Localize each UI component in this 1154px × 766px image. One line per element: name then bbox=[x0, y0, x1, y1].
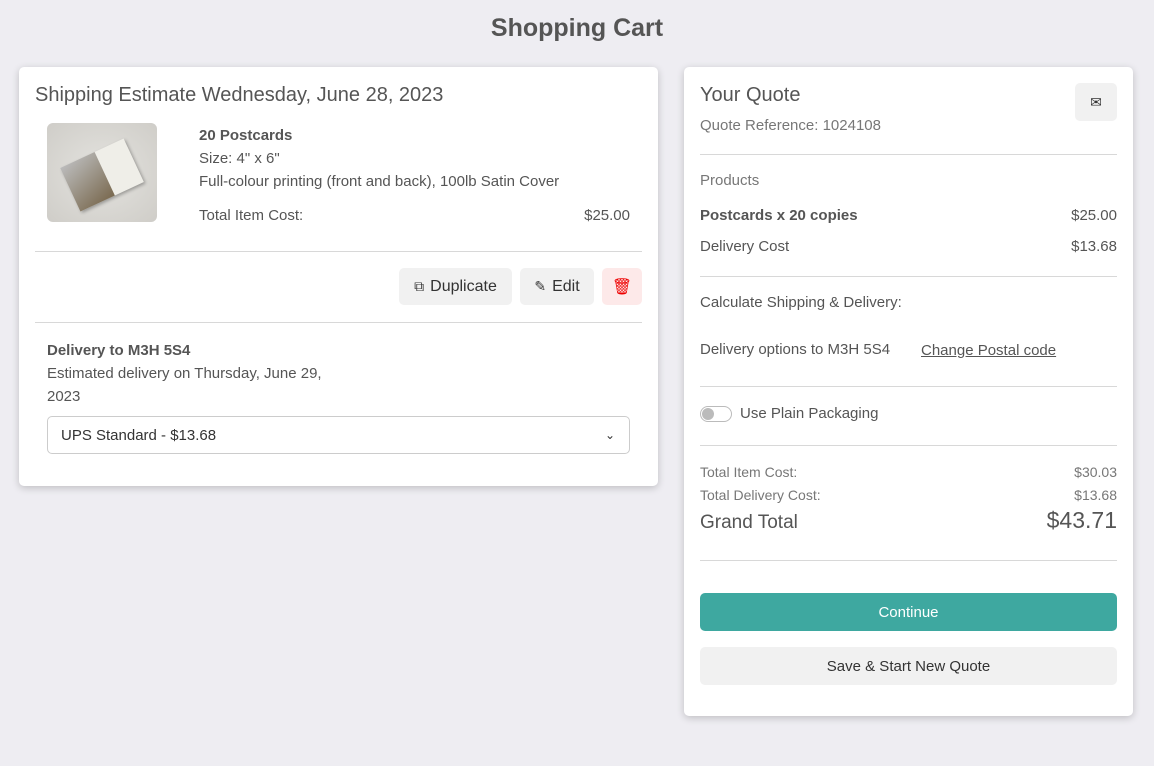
change-postal-code-link[interactable]: Change Postal code bbox=[921, 342, 1057, 359]
delete-button[interactable]: 🗑 bbox=[602, 268, 642, 305]
duplicate-icon: ⧉ bbox=[414, 278, 425, 294]
quote-card: Your Quote Quote Reference: 1024108 ✉ Pr… bbox=[684, 67, 1133, 716]
products-label: Products bbox=[700, 172, 760, 189]
total-item-label: Total Item Cost: bbox=[700, 464, 798, 480]
shipping-option-select[interactable]: UPS Standard - $13.68 ⌄ bbox=[47, 416, 630, 454]
save-new-quote-button[interactable]: Save & Start New Quote bbox=[700, 647, 1117, 685]
delivery-estimate: Estimated delivery on Thursday, June 29,… bbox=[47, 365, 322, 405]
product-details: Full-colour printing (front and back), 1… bbox=[199, 173, 560, 190]
total-delivery-label: Total Delivery Cost: bbox=[700, 487, 821, 503]
total-delivery-value: $13.68 bbox=[1074, 487, 1117, 503]
chevron-down-icon: ⌄ bbox=[604, 428, 615, 442]
item-cost-label: Total Item Cost: bbox=[199, 207, 304, 224]
plain-packaging-toggle[interactable] bbox=[700, 406, 732, 422]
total-item-value: $30.03 bbox=[1074, 464, 1117, 480]
email-quote-button[interactable]: ✉ bbox=[1075, 83, 1117, 121]
edit-button[interactable]: ✎ Edit bbox=[520, 268, 594, 305]
delivery-options-label: Delivery options to M3H 5S4 bbox=[700, 341, 891, 358]
shipping-estimate-heading: Shipping Estimate Wednesday, June 28, 20… bbox=[35, 84, 444, 106]
grand-total-value: $43.71 bbox=[1046, 507, 1117, 533]
edit-icon: ✎ bbox=[534, 278, 547, 294]
product-line-value: $25.00 bbox=[1071, 207, 1117, 224]
plain-packaging-label: Use Plain Packaging bbox=[740, 405, 879, 422]
product-line-label: Postcards x 20 copies bbox=[700, 207, 858, 224]
delivery-cost-label: Delivery Cost bbox=[700, 238, 790, 255]
continue-button[interactable]: Continue bbox=[700, 593, 1117, 631]
delivery-cost-value: $13.68 bbox=[1071, 238, 1117, 255]
product-name: 20 Postcards bbox=[199, 127, 293, 144]
envelope-icon: ✉ bbox=[1090, 93, 1102, 110]
item-cost-value: $25.00 bbox=[584, 207, 630, 224]
quote-reference: Quote Reference: 1024108 bbox=[700, 117, 881, 134]
product-image bbox=[47, 123, 157, 222]
grand-total-label: Grand Total bbox=[700, 512, 798, 533]
cart-item-card: Shipping Estimate Wednesday, June 28, 20… bbox=[19, 67, 658, 486]
product-size: Size: 4" x 6" bbox=[199, 150, 280, 167]
trash-icon: 🗑 bbox=[611, 278, 633, 296]
duplicate-button[interactable]: ⧉ Duplicate bbox=[399, 268, 512, 305]
calculate-shipping-label: Calculate Shipping & Delivery: bbox=[700, 294, 902, 311]
quote-title: Your Quote bbox=[700, 84, 801, 106]
delivery-title: Delivery to M3H 5S4 bbox=[47, 342, 191, 359]
page-title: Shopping Cart bbox=[490, 14, 664, 42]
